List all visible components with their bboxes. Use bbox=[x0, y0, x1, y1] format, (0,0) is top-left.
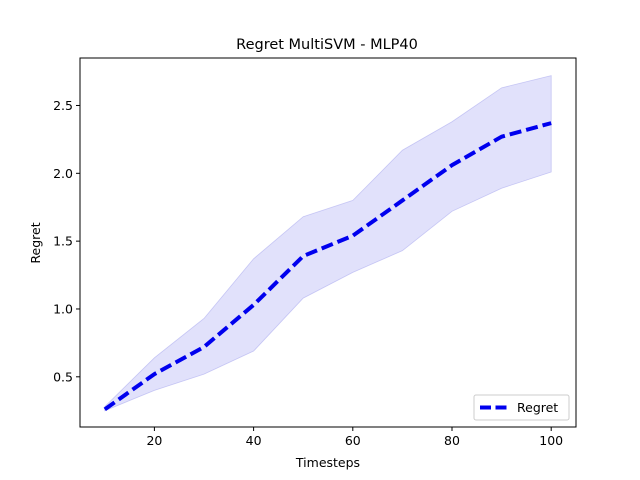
confidence-band-regret bbox=[104, 75, 552, 412]
plot-frame bbox=[79, 57, 577, 428]
x-axis-label: Timesteps bbox=[295, 455, 360, 470]
x-tick-label: 60 bbox=[345, 433, 361, 448]
y-axis-ticks: 0.5 1.0 1.5 2.0 2.5 bbox=[53, 98, 80, 384]
legend-label-regret: Regret bbox=[517, 400, 558, 415]
legend: Regret bbox=[473, 394, 570, 421]
x-tick-label: 40 bbox=[246, 433, 262, 448]
series-line-regret bbox=[103, 121, 552, 411]
series-line-layer bbox=[103, 121, 552, 411]
y-tick-label: 0.5 bbox=[53, 369, 73, 384]
x-tick-label: 100 bbox=[539, 433, 563, 448]
y-tick-label: 1.5 bbox=[53, 234, 73, 249]
y-tick-label: 2.0 bbox=[53, 166, 73, 181]
x-tick-label: 80 bbox=[444, 433, 460, 448]
legend-box bbox=[473, 394, 570, 421]
x-axis-ticks: 20 40 60 80 100 bbox=[146, 427, 563, 448]
chart-title: Regret MultiSVM - MLP40 bbox=[236, 37, 418, 53]
y-tick-label: 1.0 bbox=[53, 301, 73, 316]
x-tick-label: 20 bbox=[146, 433, 162, 448]
confidence-band-layer bbox=[104, 75, 552, 412]
y-axis-label: Regret bbox=[28, 222, 43, 263]
y-tick-label: 2.5 bbox=[53, 98, 73, 113]
